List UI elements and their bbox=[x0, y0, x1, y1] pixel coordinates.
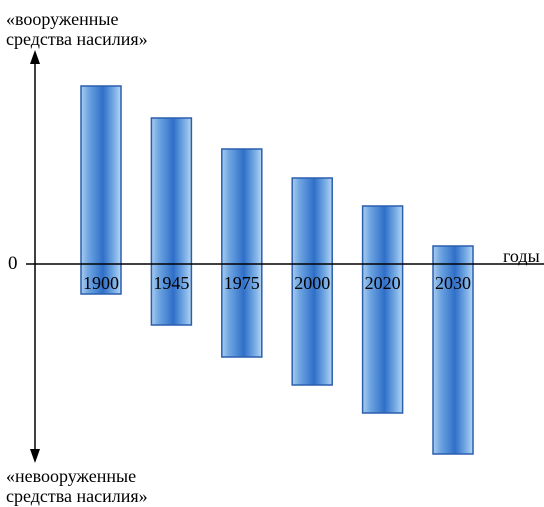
bar-1975 bbox=[221, 148, 263, 358]
tick-labels-layer: 1900 1945 1975 2000 2020 2030 bbox=[83, 273, 471, 293]
y-axis-bottom-label-line-1: «невооруженные bbox=[6, 466, 137, 486]
axes-layer bbox=[26, 50, 544, 463]
y-axis-bottom-label: «невооруженные средства насилия» bbox=[6, 466, 148, 506]
bar-1945 bbox=[150, 117, 193, 326]
tick-label-2000: 2000 bbox=[294, 273, 330, 293]
y-axis-top-label: «вооруженные средства насилия» bbox=[6, 9, 148, 49]
bar-1900 bbox=[80, 85, 122, 295]
tick-label-2030: 2030 bbox=[435, 273, 471, 293]
zero-label: 0 bbox=[8, 253, 18, 274]
bar-2000 bbox=[291, 177, 333, 386]
y-axis-top-label-line-2: средства насилия» bbox=[6, 29, 148, 49]
y-axis-bottom-label-line-2: средства насилия» bbox=[6, 486, 148, 506]
tick-label-1900: 1900 bbox=[83, 273, 119, 293]
tick-label-2020: 2020 bbox=[365, 273, 401, 293]
bars-layer bbox=[80, 85, 474, 455]
y-axis-top-label-line-1: «вооруженные bbox=[6, 9, 119, 29]
arrow-up-icon bbox=[30, 50, 40, 64]
bar-2030 bbox=[432, 245, 474, 455]
bar-2020 bbox=[361, 205, 404, 414]
x-axis-label: годы bbox=[503, 246, 540, 266]
arrow-down-icon bbox=[30, 449, 40, 463]
tick-label-1975: 1975 bbox=[224, 273, 260, 293]
tick-label-1945: 1945 bbox=[153, 273, 189, 293]
